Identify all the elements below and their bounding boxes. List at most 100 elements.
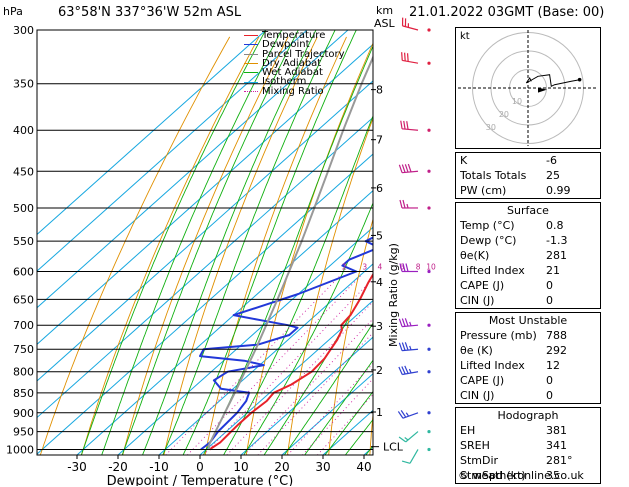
most-unstable-label: Pressure (mb) [456,328,542,343]
wind-barb [398,410,430,418]
most-unstable-value: 0 [542,388,602,403]
hodograph-kt-label: kt [460,31,470,42]
mixing-ratio-line [258,275,428,455]
x-tick-label: -10 [149,460,169,474]
wind-barb-flag [404,121,405,129]
km-tick-label: 2 [376,364,383,377]
most-unstable-row: θe (K)292 [456,343,602,358]
wind-barb-dot [427,206,430,209]
skewt-chart: 3003504004505005506006507007508008509009… [0,0,455,486]
wind-barb-flag [407,121,408,129]
surface-label: CAPE (J) [456,278,542,293]
hodograph-stat-label: StmDir [456,453,542,468]
hodograph-stats-title: Hodograph [456,408,600,423]
hodograph-stat-value: 281° [542,453,602,468]
km-tick-label: 7 [376,134,383,147]
dry-adiabat [82,37,259,455]
index-label: PW (cm) [456,183,542,198]
wind-barb-staff [410,449,418,463]
wet-adiabat [345,30,455,455]
most-unstable-label: Lifted Index [456,358,542,373]
index-row: K-6 [456,153,602,168]
surface-label: Dewp (°C) [456,233,542,248]
pressure-tick-label: 350 [13,78,34,91]
most-unstable-label: CAPE (J) [456,373,542,388]
wind-barb-flag [410,346,411,350]
lcl-label: LCL [383,441,404,454]
wind-barb-flag [406,263,408,271]
surface-row: Dewp (°C)-1.3 [456,233,602,248]
km-tick-label: 5 [376,229,383,242]
legend-swatch [244,54,258,55]
wind-barb-flag [402,165,405,173]
wind-barb-flag [405,366,408,374]
pressure-tick-label: 900 [13,407,34,420]
x-tick-label: 30 [315,460,330,474]
pressure-tick-label: 450 [13,165,34,178]
wind-barb-dot [427,348,430,351]
mixing-ratio-label: 4 [377,262,382,271]
surface-label: Temp (°C) [456,218,542,233]
most-unstable-title: Most Unstable [456,313,600,328]
x-tick-label: -30 [67,460,87,474]
hodograph-ring-label: 10 [512,97,522,106]
pressure-tick-label: 650 [13,293,34,306]
wind-barb-flag [402,319,405,327]
pressure-tick-label: 500 [13,202,34,215]
mixing-ratio-label: 3 [362,262,367,271]
hodograph-end-marker [578,78,582,82]
wind-barb-flag [402,461,410,463]
dry-adiabat [411,37,455,455]
hodograph-stat-value: 381 [542,423,602,438]
wind-barb-flag [402,52,403,60]
wind-barb-flag [405,318,408,326]
surface-value: 21 [542,263,602,278]
most-unstable-label: θe (K) [456,343,542,358]
wind-barb-dot [427,370,430,373]
wind-barb-flag [400,200,402,208]
most-unstable-row: CIN (J)0 [456,388,602,403]
wind-barb [399,164,430,173]
surface-row: θe(K)281 [456,248,602,263]
most-unstable-row: CAPE (J)0 [456,373,602,388]
legend-swatch [244,91,258,92]
legend-swatch [244,63,258,64]
pressure-tick-label: 800 [13,366,34,379]
wind-barb-flag [405,438,408,440]
wind-barb-flag [405,342,408,350]
wind-barb-dot [427,448,430,451]
most-unstable-value: 292 [542,343,602,358]
pressure-tick-label: 300 [13,24,34,37]
index-row: PW (cm)0.99 [456,183,602,198]
hodograph-ring-label: 20 [499,110,509,119]
surface-label: θe(K) [456,248,542,263]
hodograph-stat-value: 341 [542,438,602,453]
pressure-tick-label: 600 [13,265,34,278]
wind-barb-dot [427,430,430,433]
wind-barb-flag [399,367,402,375]
most-unstable-label: CIN (J) [456,388,542,403]
copyright-text: © weatheronline.co.uk [458,469,584,482]
wind-barb-flag [408,53,409,61]
wind-barb-flag [409,369,411,373]
mixing-ratio-label: 8 [416,262,421,271]
isotherm-line [0,30,430,455]
x-tick-label: 20 [274,460,289,474]
wind-barb-dot [427,324,430,327]
wind-barb [403,18,431,32]
wind-barb [399,430,431,442]
index-label: K [456,153,542,168]
wind-barb-dot [427,270,430,273]
surface-title: Surface [456,203,600,218]
dry-adiabat [370,37,455,455]
surface-value: 0.8 [542,218,602,233]
